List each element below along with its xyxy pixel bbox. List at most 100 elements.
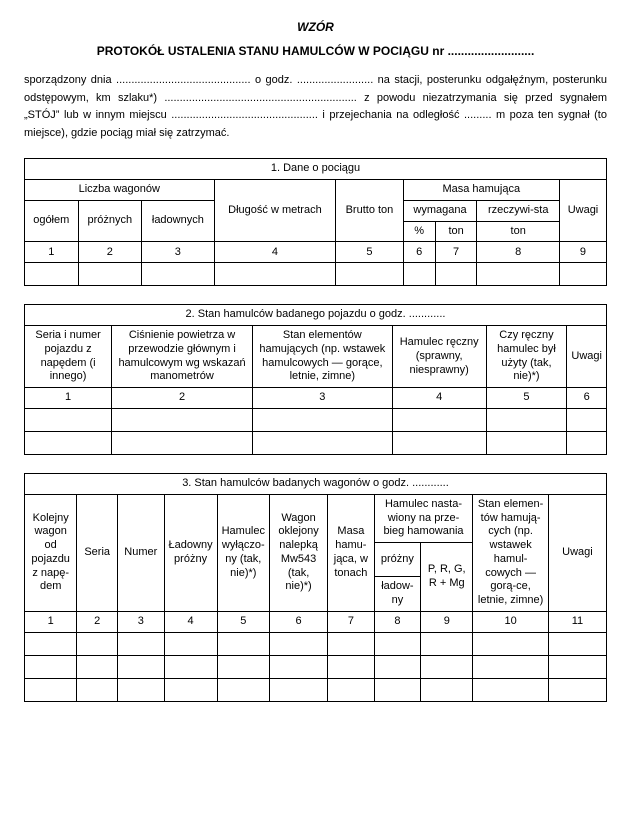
t2-c6: Uwagi <box>567 326 607 388</box>
t1-cell <box>214 263 336 286</box>
t1-cell <box>477 263 560 286</box>
t2-cell <box>25 409 112 432</box>
t2-n3: 3 <box>252 388 392 409</box>
t3-cell <box>25 655 77 678</box>
t2-cell <box>486 409 567 432</box>
t3-cell <box>328 678 375 701</box>
t3-cell <box>25 678 77 701</box>
t3-c8b: ładow-ny <box>374 577 421 612</box>
t1-ton2: ton <box>477 221 560 242</box>
t3-cell <box>421 655 473 678</box>
t3-cell <box>473 655 549 678</box>
t3-caption-text: 3. Stan hamulców badanych wagonów o godz… <box>182 477 412 489</box>
t2-cell <box>252 409 392 432</box>
t3-cell <box>270 655 328 678</box>
t1-n1: 1 <box>25 242 79 263</box>
t2-cell <box>252 432 392 455</box>
t2-cell <box>25 432 112 455</box>
t1-rzeczywista: rzeczywi-sta <box>477 200 560 221</box>
t1-pct: % <box>403 221 435 242</box>
t1-cell <box>435 263 477 286</box>
t1-brutto: Brutto ton <box>336 180 403 242</box>
t2-caption-dots: ............ <box>409 308 446 320</box>
t3-caption-dots: ............ <box>412 477 449 489</box>
t1-cell <box>25 263 79 286</box>
t3-cell <box>77 655 118 678</box>
t2-n2: 2 <box>112 388 253 409</box>
t3-c1: Kolejny wagon od pojazdu z napę-dem <box>25 494 77 611</box>
t3-c9: P, R, G, R + Mg <box>421 543 473 612</box>
t1-n4: 4 <box>214 242 336 263</box>
t1-masa: Masa hamująca <box>403 180 559 201</box>
table-2: 2. Stan hamulców badanego pojazdu o godz… <box>24 304 607 455</box>
t3-cell <box>548 655 606 678</box>
t3-cell <box>270 632 328 655</box>
t1-dlugosc: Długość w metrach <box>214 180 336 242</box>
t3-n10: 10 <box>473 611 549 632</box>
t3-cell <box>473 678 549 701</box>
t1-n3: 3 <box>142 242 214 263</box>
t3-n9: 9 <box>421 611 473 632</box>
t2-c1: Seria i numer pojazdu z napędem (i inneg… <box>25 326 112 388</box>
title-text: PROTOKÓŁ USTALENIA STANU HAMULCÓW W POCI… <box>97 44 448 58</box>
t2-c2: Ciśnienie powietrza w przewodzie głównym… <box>112 326 253 388</box>
t3-c5: Hamulec wyłączo-ny (tak, nie)*) <box>217 494 269 611</box>
t1-ton1: ton <box>435 221 477 242</box>
t3-c10: Stan elemen-tów hamują-cych (np. wstawek… <box>473 494 549 611</box>
t2-caption: 2. Stan hamulców badanego pojazdu o godz… <box>25 305 607 326</box>
t3-cell <box>270 678 328 701</box>
t3-caption: 3. Stan hamulców badanych wagonów o godz… <box>25 474 607 495</box>
t3-n1: 1 <box>25 611 77 632</box>
t2-cell <box>112 409 253 432</box>
t1-cell <box>559 263 606 286</box>
t1-cell <box>142 263 214 286</box>
page-title: PROTOKÓŁ USTALENIA STANU HAMULCÓW W POCI… <box>24 44 607 58</box>
t2-cell <box>567 409 607 432</box>
t3-n2: 2 <box>77 611 118 632</box>
t1-uwagi: Uwagi <box>559 180 606 242</box>
t2-cell <box>567 432 607 455</box>
t2-n1: 1 <box>25 388 112 409</box>
t2-c4: Hamulec ręczny (sprawny, niesprawny) <box>392 326 486 388</box>
t1-n6: 6 <box>403 242 435 263</box>
t3-cell <box>548 632 606 655</box>
t3-cell <box>548 678 606 701</box>
t3-cell <box>25 632 77 655</box>
t2-cell <box>486 432 567 455</box>
t3-cell <box>77 678 118 701</box>
t3-c2: Seria <box>77 494 118 611</box>
t2-cell <box>392 409 486 432</box>
t2-caption-text: 2. Stan hamulców badanego pojazdu o godz… <box>186 308 409 320</box>
t3-c3: Numer <box>118 494 165 611</box>
t1-cell <box>78 263 142 286</box>
t2-c5: Czy ręczny hamulec był użyty (tak, nie)*… <box>486 326 567 388</box>
t1-ogolem: ogółem <box>25 200 79 242</box>
t3-n11: 11 <box>548 611 606 632</box>
t3-cell <box>118 678 165 701</box>
t1-n9: 9 <box>559 242 606 263</box>
t3-cell <box>421 632 473 655</box>
t1-ladownych: ładownych <box>142 200 214 242</box>
t1-caption: 1. Dane o pociągu <box>25 159 607 180</box>
t3-cell <box>473 632 549 655</box>
t1-n7: 7 <box>435 242 477 263</box>
table-3: 3. Stan hamulców badanych wagonów o godz… <box>24 473 607 702</box>
t3-cell <box>374 678 421 701</box>
t3-c7: Masa hamu-jąca, w tonach <box>328 494 375 611</box>
t3-cell <box>328 655 375 678</box>
t3-n4: 4 <box>164 611 217 632</box>
t3-c6: Wagon oklejony nalepką Mw543 (tak, nie)*… <box>270 494 328 611</box>
t2-cell <box>112 432 253 455</box>
t3-hnast: Hamulec nasta-wiony na prze-bieg hamowan… <box>374 494 473 542</box>
t1-wymagana: wymagana <box>403 200 477 221</box>
wzor-label: WZÓR <box>24 20 607 34</box>
t3-c8a: próżny <box>374 543 421 577</box>
t2-n6: 6 <box>567 388 607 409</box>
t2-n4: 4 <box>392 388 486 409</box>
t1-n8: 8 <box>477 242 560 263</box>
t2-c3: Stan elementów hamujących (np. wstawek h… <box>252 326 392 388</box>
t3-cell <box>118 632 165 655</box>
t3-cell <box>77 632 118 655</box>
t3-c4: Ładowny próżny <box>164 494 217 611</box>
t3-cell <box>118 655 165 678</box>
